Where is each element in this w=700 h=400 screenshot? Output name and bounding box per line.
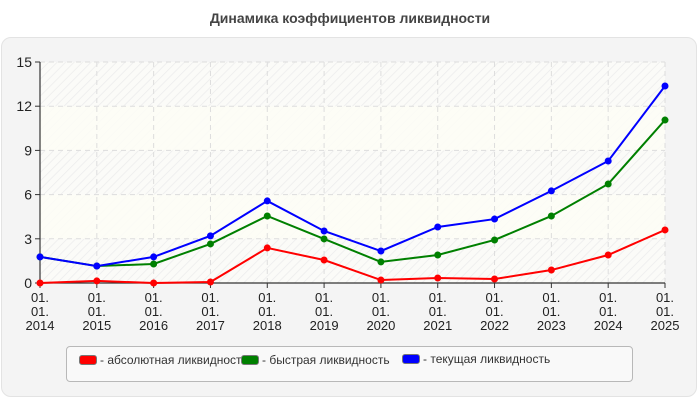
data-point[interactable] — [93, 262, 101, 270]
x-tick-label: 01. — [315, 290, 333, 305]
data-point[interactable] — [547, 187, 555, 195]
data-point[interactable] — [491, 236, 499, 244]
x-tick-label: 01. — [486, 304, 504, 319]
series-line — [39, 85, 666, 268]
y-tick-label: 15 — [16, 54, 32, 70]
data-point[interactable] — [150, 260, 158, 268]
data-point[interactable] — [206, 278, 214, 286]
data-point[interactable] — [434, 223, 442, 231]
x-tick-label: 01. — [656, 290, 674, 305]
legend-item-quick: - быстрая ликвидность — [241, 353, 390, 367]
data-point[interactable] — [491, 215, 499, 223]
data-point[interactable] — [150, 279, 158, 287]
y-tick-label: 0 — [24, 275, 32, 291]
x-tick-label: 01. — [31, 304, 49, 319]
x-tick-label: 01. — [542, 290, 560, 305]
legend-item-current: - текущая ликвидность — [402, 352, 550, 366]
x-tick-label: 01. — [145, 304, 163, 319]
x-tick-label: 01. — [201, 304, 219, 319]
x-tick-label: 2021 — [423, 318, 452, 333]
chart-legend: - абсолютная ликвидность - быстрая ликви… — [66, 346, 633, 382]
data-point[interactable] — [206, 232, 214, 240]
data-point[interactable] — [604, 180, 612, 188]
legend-swatch-blue — [402, 354, 420, 364]
legend-label: - текущая ликвидность — [423, 352, 551, 366]
data-point[interactable] — [547, 212, 555, 220]
data-point[interactable] — [263, 212, 271, 220]
x-tick-label: 2018 — [253, 318, 282, 333]
x-tick-label: 01. — [201, 290, 219, 305]
x-tick-label: 2016 — [139, 318, 168, 333]
y-tick-label: 12 — [16, 98, 32, 114]
legend-swatch-green — [241, 355, 259, 365]
x-tick-label: 2019 — [310, 318, 339, 333]
x-tick-label: 01. — [31, 290, 49, 305]
x-tick-label: 2022 — [480, 318, 509, 333]
legend-label: - быстрая ликвидность — [262, 353, 390, 367]
x-tick-label: 01. — [599, 290, 617, 305]
data-point[interactable] — [434, 251, 442, 259]
data-point[interactable] — [604, 157, 612, 165]
data-point[interactable] — [263, 197, 271, 205]
x-tick-label: 01. — [429, 304, 447, 319]
data-point[interactable] — [434, 274, 442, 282]
series-line — [39, 119, 666, 268]
x-tick-label: 2020 — [366, 318, 395, 333]
data-point[interactable] — [377, 247, 385, 255]
data-point[interactable] — [36, 253, 44, 261]
data-point[interactable] — [491, 275, 499, 283]
data-point[interactable] — [36, 279, 44, 287]
data-point[interactable] — [377, 276, 385, 284]
x-tick-label: 01. — [145, 290, 163, 305]
series-line — [39, 229, 666, 285]
x-tick-label: 01. — [88, 304, 106, 319]
series-2 — [36, 82, 669, 270]
data-point[interactable] — [661, 226, 669, 234]
x-tick-label: 2024 — [594, 318, 623, 333]
y-tick-label: 3 — [24, 231, 32, 247]
data-point[interactable] — [661, 82, 669, 90]
x-tick-label: 01. — [429, 290, 447, 305]
data-point[interactable] — [377, 258, 385, 266]
x-tick-label: 2015 — [82, 318, 111, 333]
legend-label: - абсолютная ликвидность — [100, 353, 248, 367]
x-tick-label: 01. — [258, 290, 276, 305]
y-tick-label: 6 — [24, 187, 32, 203]
x-tick-label: 2017 — [196, 318, 225, 333]
data-point[interactable] — [320, 227, 328, 235]
x-tick-label: 01. — [656, 304, 674, 319]
y-tick-label: 9 — [24, 142, 32, 158]
series-0 — [36, 226, 669, 287]
x-tick-label: 01. — [486, 290, 504, 305]
chart-title: Динамика коэффициентов ликвидности — [209, 10, 491, 26]
data-point[interactable] — [150, 253, 158, 261]
x-tick-label: 01. — [372, 304, 390, 319]
x-tick-label: 01. — [599, 304, 617, 319]
data-point[interactable] — [320, 256, 328, 264]
data-point[interactable] — [604, 251, 612, 259]
x-tick-label: 2023 — [537, 318, 566, 333]
x-tick-label: 01. — [88, 290, 106, 305]
data-point[interactable] — [661, 116, 669, 124]
plot-area — [40, 62, 665, 283]
data-point[interactable] — [547, 266, 555, 274]
legend-swatch-red — [79, 355, 97, 365]
data-point[interactable] — [263, 244, 271, 252]
data-point[interactable] — [320, 235, 328, 243]
x-tick-label: 01. — [542, 304, 560, 319]
x-tick-label: 01. — [372, 290, 390, 305]
x-tick-label: 01. — [258, 304, 276, 319]
legend-item-absolute: - абсолютная ликвидность — [79, 353, 248, 367]
x-tick-label: 2025 — [651, 318, 680, 333]
data-point[interactable] — [206, 240, 214, 248]
data-point[interactable] — [93, 277, 101, 285]
x-tick-label: 01. — [315, 304, 333, 319]
x-tick-label: 2014 — [26, 318, 55, 333]
